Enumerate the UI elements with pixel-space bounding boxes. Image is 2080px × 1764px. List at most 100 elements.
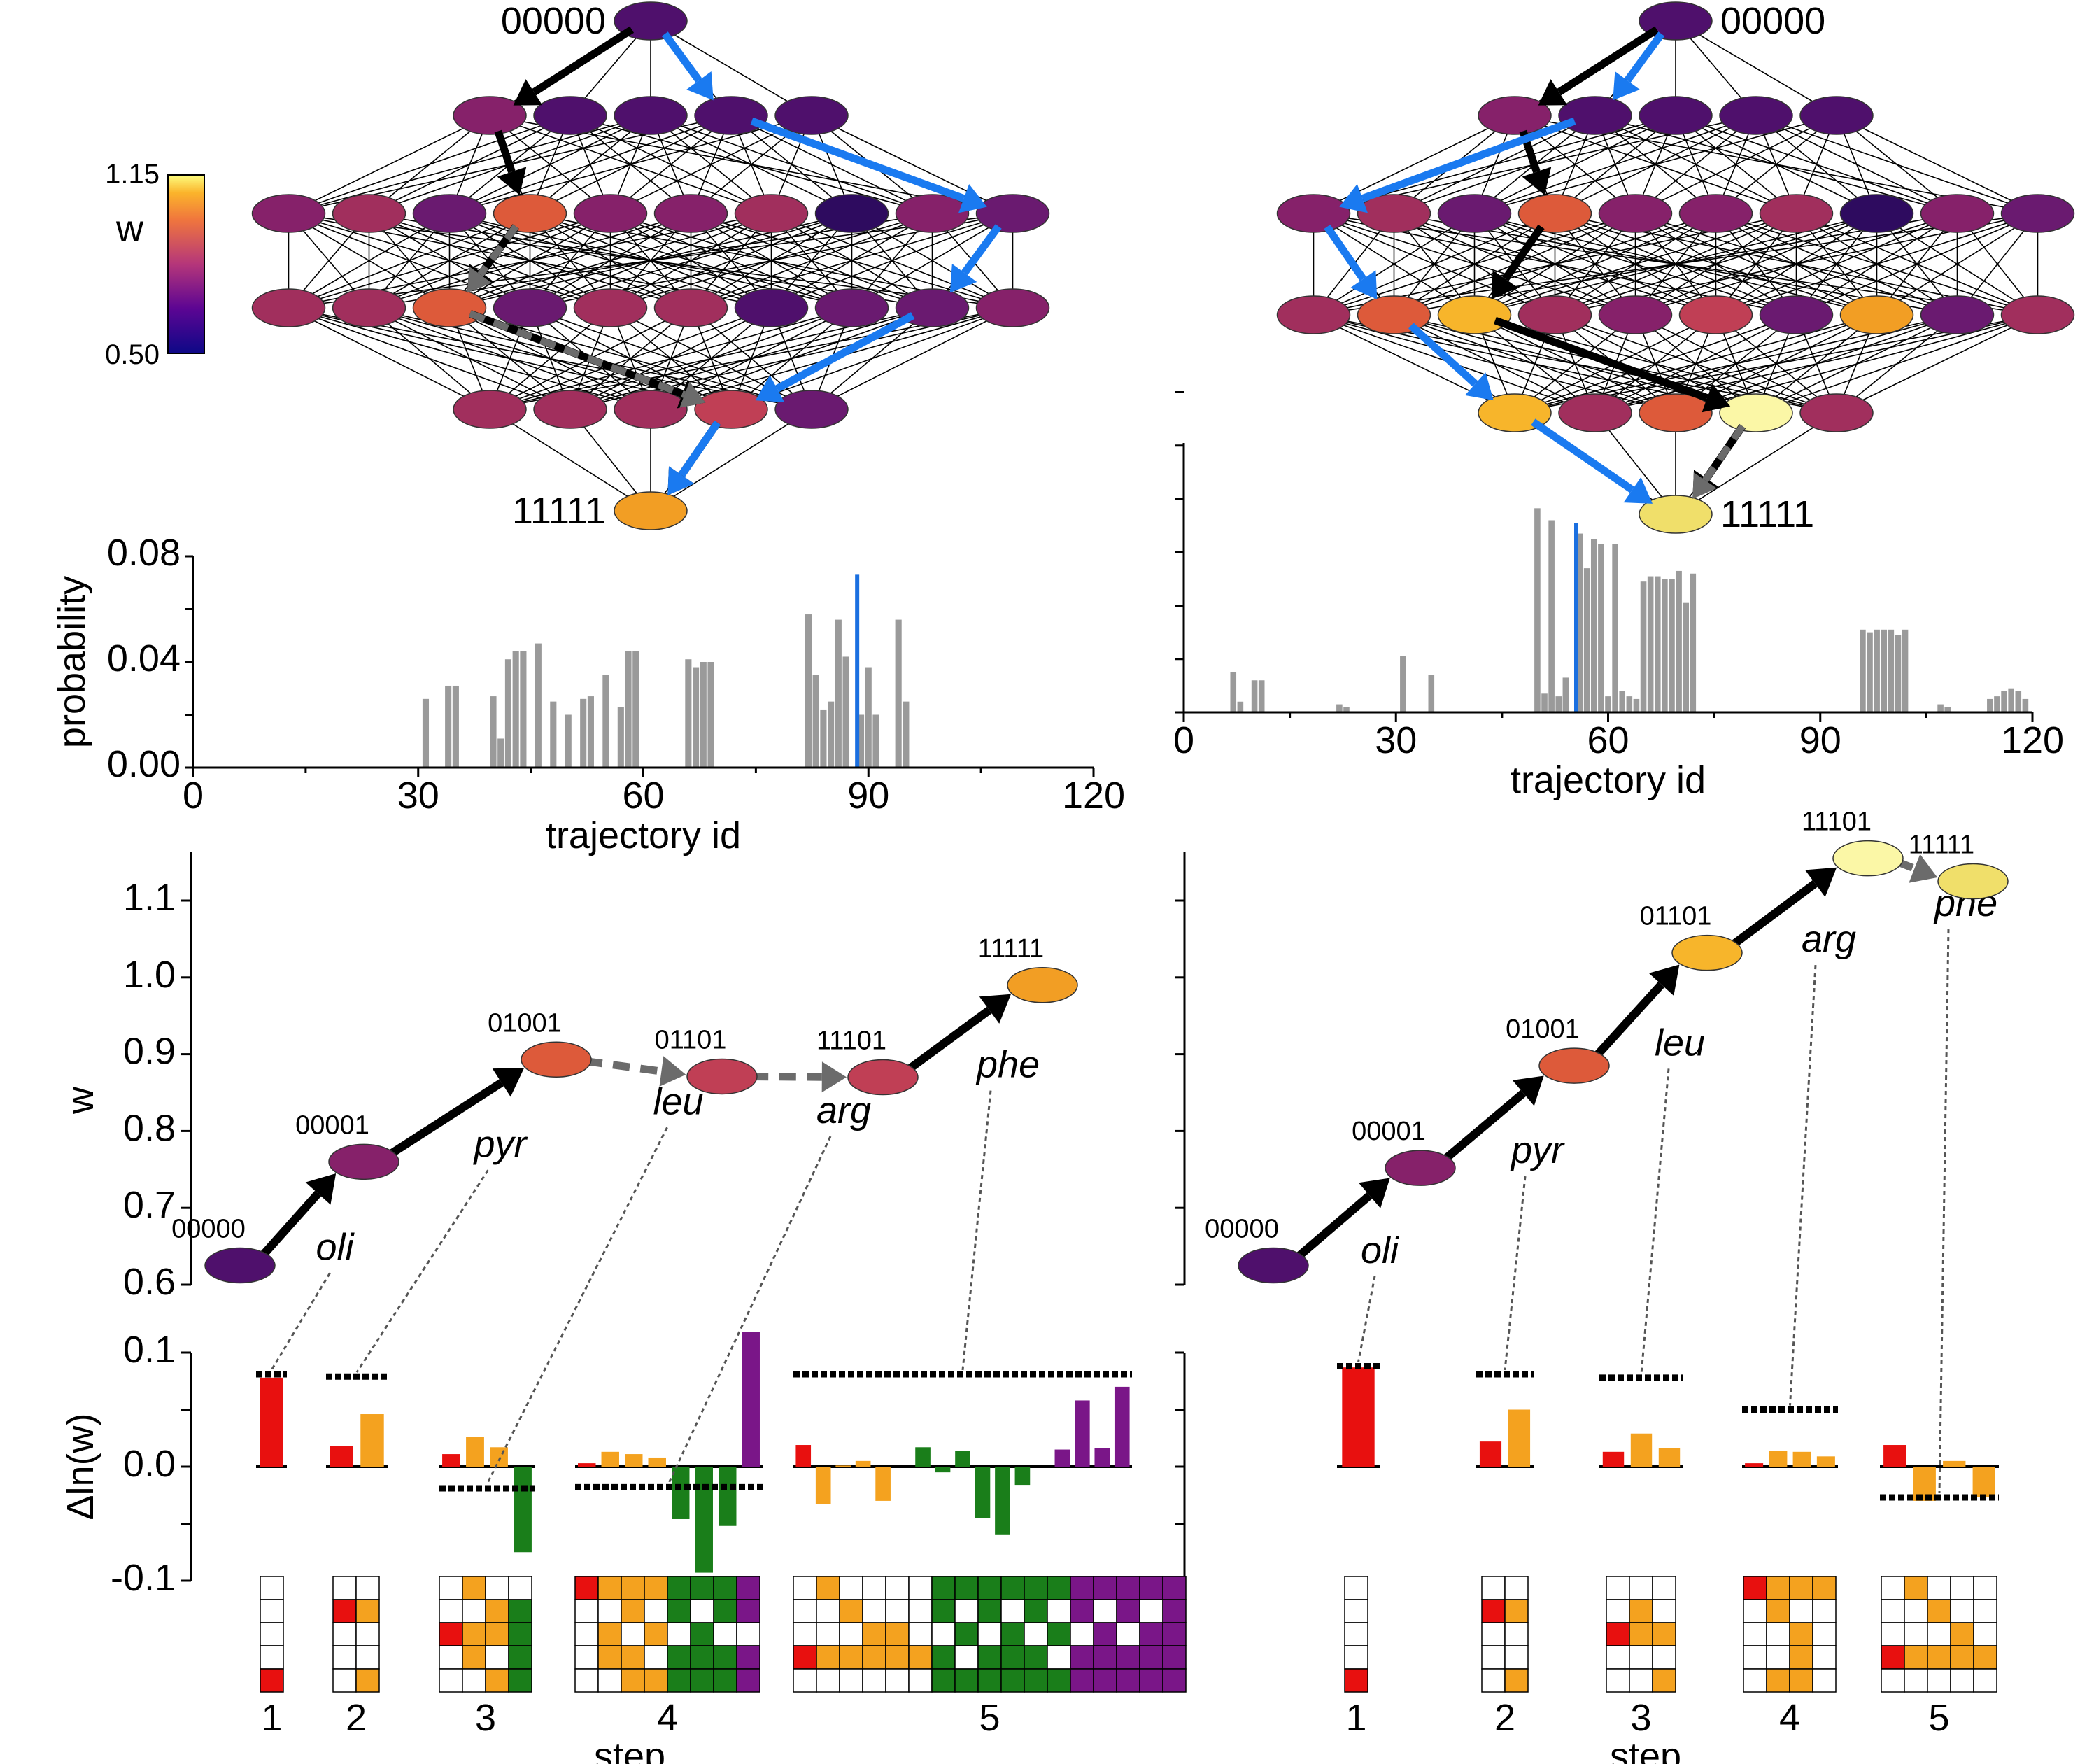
hist-bar bbox=[1619, 691, 1626, 712]
connector-line bbox=[355, 1169, 489, 1374]
genotype-cell bbox=[1139, 1645, 1163, 1670]
genotype-cell bbox=[1606, 1645, 1630, 1670]
lattice-edge bbox=[1555, 213, 1877, 316]
lattice-path-black-shaft bbox=[1557, 26, 1660, 96]
genotype-cell bbox=[1927, 1622, 1951, 1646]
pathway-arrow bbox=[259, 1173, 337, 1259]
genotype-node bbox=[694, 390, 768, 429]
genotype-cell bbox=[485, 1599, 509, 1623]
hist-bar bbox=[1534, 508, 1541, 712]
lattice-right: 00000 11111 bbox=[1276, 0, 2075, 535]
lattice-path-blue-head bbox=[949, 264, 977, 293]
genotype-cell bbox=[1743, 1622, 1767, 1646]
lattice-nodes bbox=[251, 1, 1050, 530]
lattice-edge bbox=[1474, 115, 1676, 214]
effect-bar bbox=[330, 1446, 353, 1467]
genotype-cell bbox=[439, 1622, 463, 1646]
genotype-cell bbox=[1743, 1668, 1767, 1693]
lattice-path-blue-head bbox=[958, 183, 987, 213]
pathway-node bbox=[1671, 934, 1743, 971]
genotype-cell bbox=[1812, 1645, 1837, 1670]
pathway-node bbox=[1937, 863, 2009, 900]
hist-bar bbox=[693, 667, 700, 768]
pathway-node-label: 01001 bbox=[488, 1008, 562, 1038]
effect-bar bbox=[1883, 1445, 1906, 1467]
genotype-cell bbox=[862, 1668, 886, 1693]
genotype-cell bbox=[862, 1599, 886, 1623]
colorbar-bottom-label: 0.50 bbox=[105, 339, 160, 370]
genotype-node bbox=[573, 288, 648, 327]
step-label: 2 bbox=[346, 1697, 367, 1739]
hist-bar bbox=[1237, 701, 1244, 712]
genotype-cell bbox=[816, 1576, 840, 1600]
lattice-edge bbox=[1313, 213, 1636, 316]
genotype-node bbox=[1920, 295, 1995, 334]
step-label: 4 bbox=[657, 1697, 678, 1739]
lattice-path-blue-head bbox=[1464, 372, 1494, 401]
step-label: 1 bbox=[261, 1697, 282, 1739]
hist-bar bbox=[805, 614, 812, 768]
lattice-path-blue-shaft bbox=[1531, 418, 1635, 493]
effect-bar bbox=[601, 1451, 619, 1467]
y-tick-label: 0.9 bbox=[123, 1031, 176, 1073]
y-tick-label: -0.1 bbox=[111, 1557, 176, 1599]
pathway-arrow-head bbox=[1358, 1178, 1390, 1208]
genotype-node bbox=[1920, 194, 1995, 233]
lattice-edge bbox=[1836, 314, 2038, 414]
lattice-path-black bbox=[1491, 224, 1545, 299]
effect-bar bbox=[995, 1467, 1010, 1535]
genotype-cell bbox=[954, 1599, 979, 1623]
x-tick-label: 30 bbox=[397, 775, 439, 817]
hist-bar bbox=[625, 651, 632, 768]
genotype-cell bbox=[644, 1645, 668, 1670]
lattice-edge bbox=[288, 115, 490, 214]
genotype-cell bbox=[885, 1645, 910, 1670]
hist-bar bbox=[1258, 680, 1265, 712]
genotype-cell bbox=[885, 1668, 910, 1693]
genotype-cell bbox=[621, 1576, 645, 1600]
pathway-node bbox=[204, 1247, 276, 1284]
genotype-cell bbox=[931, 1599, 956, 1623]
lattice-edge bbox=[288, 213, 530, 309]
lattice-path-black bbox=[1538, 26, 1660, 106]
hist-bar bbox=[1944, 707, 1951, 712]
hist-bar bbox=[1662, 579, 1668, 712]
genotype-cell bbox=[1904, 1622, 1928, 1646]
genotype-cell bbox=[908, 1668, 933, 1693]
genotype-cell bbox=[1047, 1668, 1071, 1693]
genotype-cell bbox=[931, 1645, 956, 1670]
pathway-arrow-shaft bbox=[1729, 880, 1818, 949]
x-tick-label: 120 bbox=[2001, 719, 2064, 761]
pathway-node-label: 00000 bbox=[171, 1215, 246, 1244]
pathway-arrow-shaft bbox=[259, 1190, 322, 1259]
genotype-cell bbox=[485, 1668, 509, 1693]
genotype-cell bbox=[1904, 1576, 1928, 1600]
genotype-node bbox=[251, 288, 326, 327]
hist-bar bbox=[1605, 696, 1611, 712]
lattice-path-blue-shaft bbox=[661, 31, 702, 83]
genotype-node bbox=[1839, 194, 1914, 233]
genotype-node bbox=[1437, 194, 1512, 233]
step-label: 3 bbox=[475, 1697, 496, 1739]
genotype-cell bbox=[1000, 1599, 1025, 1623]
lattice-path-blue bbox=[949, 224, 1002, 293]
genotype-node bbox=[1639, 1, 1713, 41]
genotype-cell bbox=[1973, 1622, 1997, 1646]
mutation-label: oli bbox=[316, 1226, 355, 1268]
lattice-paths bbox=[467, 26, 1002, 495]
genotype-node bbox=[251, 194, 326, 233]
effect-bar bbox=[1792, 1451, 1811, 1467]
genotype-node bbox=[1639, 393, 1713, 432]
genotype-cell bbox=[1162, 1645, 1187, 1670]
hist-bar bbox=[512, 651, 519, 768]
effect-bar bbox=[815, 1467, 831, 1504]
lattice-edge bbox=[288, 307, 490, 410]
hist-bar bbox=[812, 675, 819, 768]
lattice-edge bbox=[1675, 20, 1837, 116]
hist-bar bbox=[1874, 629, 1880, 712]
step-label: 1 bbox=[1345, 1697, 1366, 1739]
genotype-cell bbox=[908, 1576, 933, 1600]
hist-bar bbox=[550, 701, 557, 768]
genotype-cell bbox=[574, 1576, 599, 1600]
genotype-cell bbox=[1766, 1576, 1790, 1600]
